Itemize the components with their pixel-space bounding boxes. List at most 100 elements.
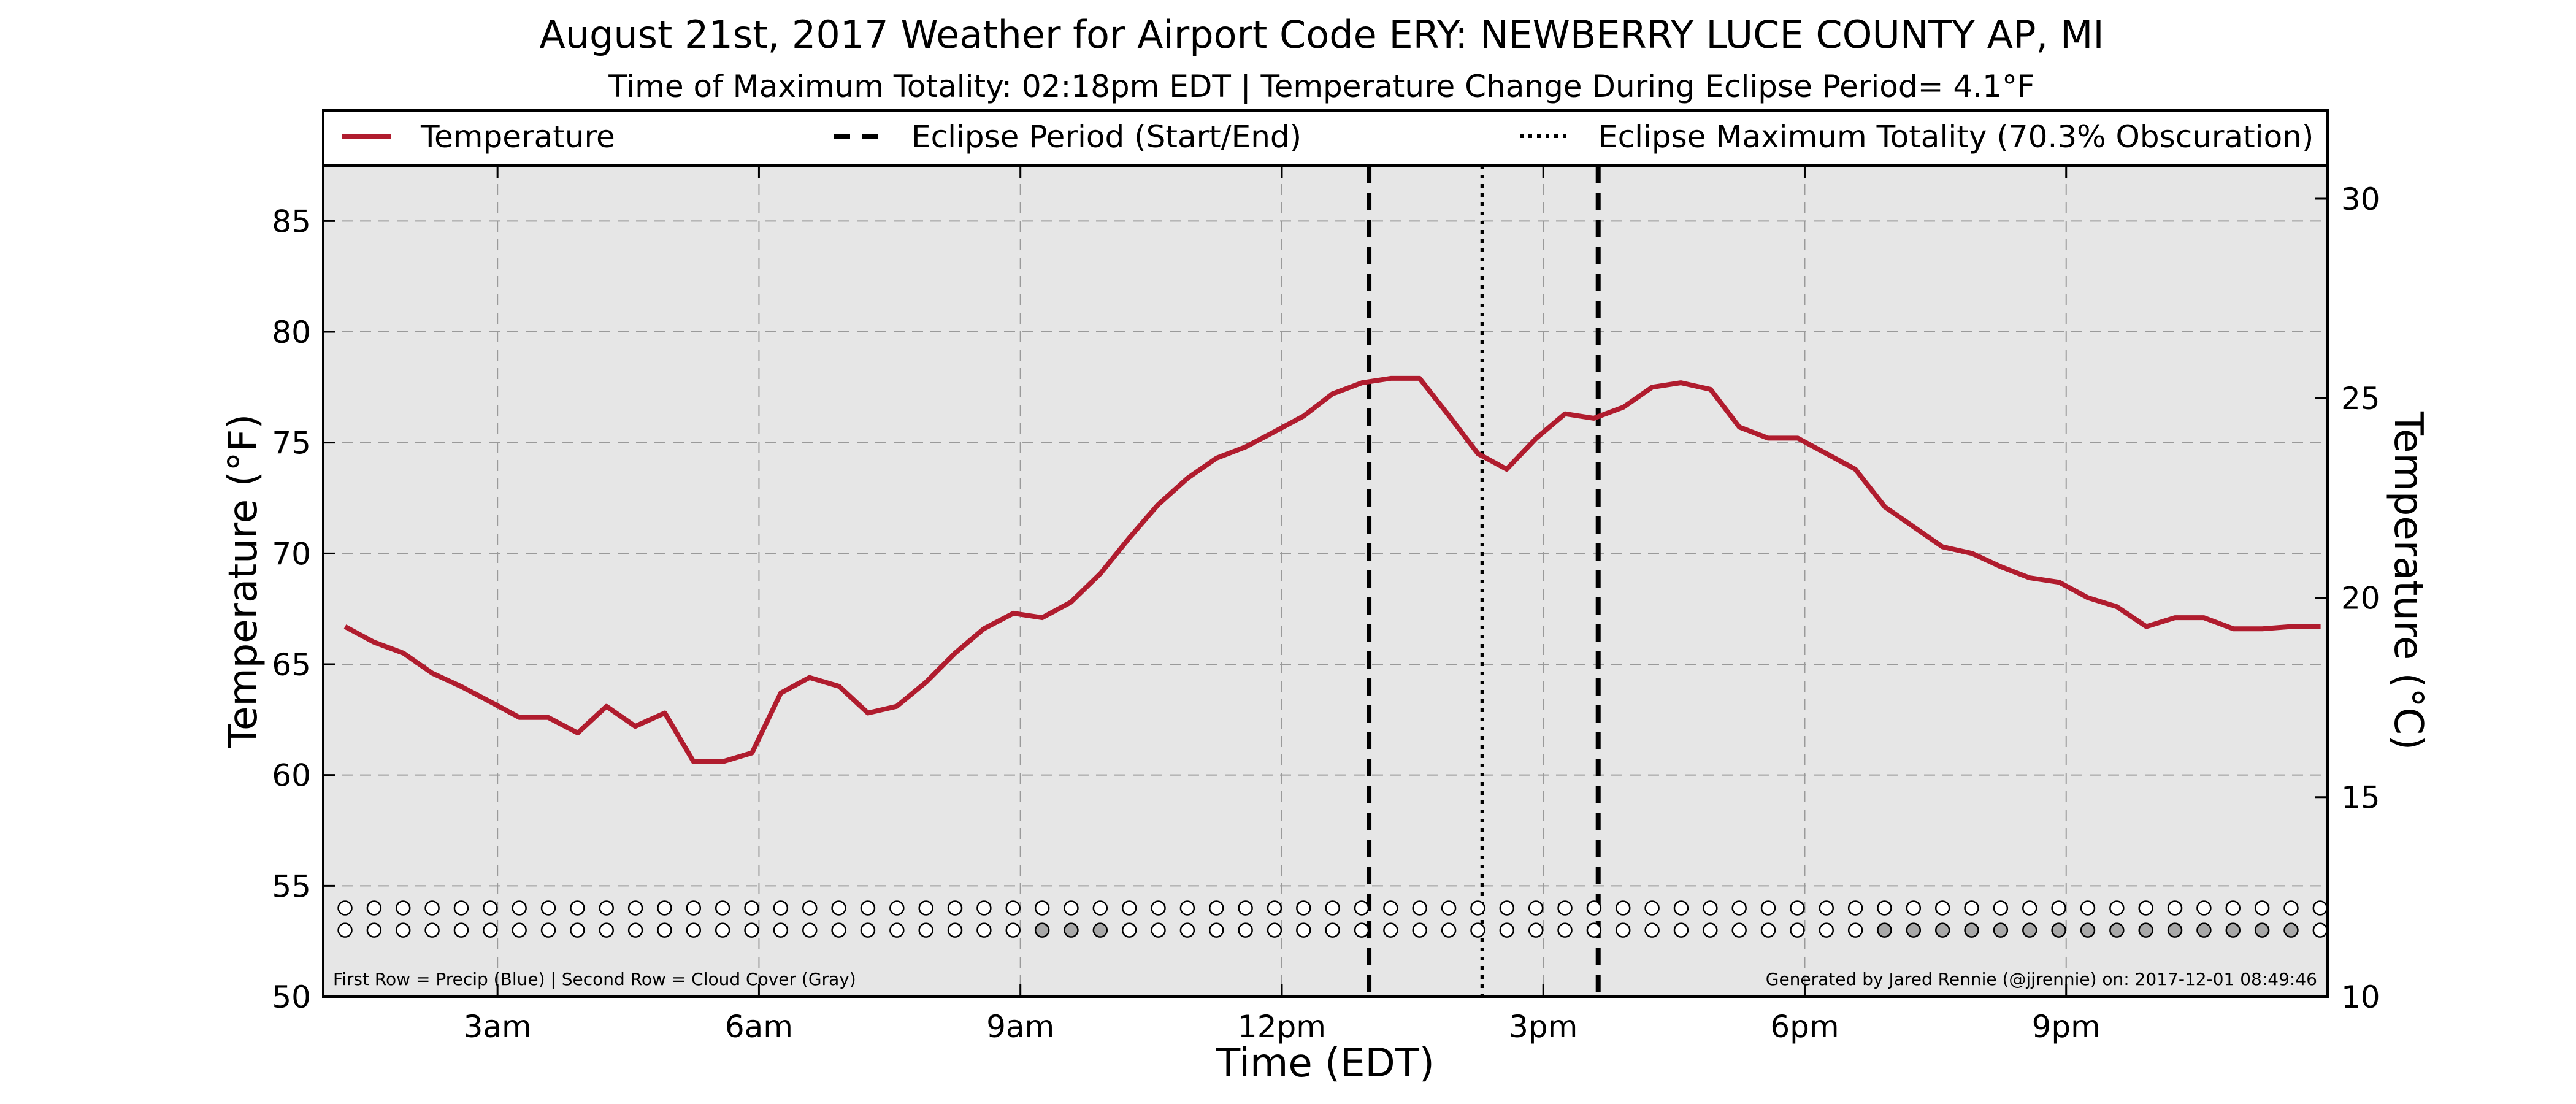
precip-marker [2138,900,2153,916]
footnote-left: First Row = Precip (Blue) | Second Row =… [333,969,856,989]
y-tick-label-left: 65 [272,647,311,683]
cloud-cover-marker [1092,922,1108,938]
precip-marker [2312,900,2328,916]
cloud-cover-marker [686,922,702,938]
precip-marker [773,900,789,916]
precip-marker [1325,900,1340,916]
cloud-cover-marker [831,922,846,938]
precip-marker [1877,900,1892,916]
y-tick-label-left: 75 [272,426,311,461]
cloud-cover-marker [1034,922,1050,938]
precip-marker [1064,900,1079,916]
cloud-cover-marker [715,922,730,938]
precip-marker [2283,900,2299,916]
cloud-cover-marker [1616,922,1631,938]
cloud-cover-marker [1383,922,1398,938]
precip-marker [1703,900,1718,916]
precip-marker [1557,900,1573,916]
precip-marker [831,900,846,916]
precip-marker [1616,900,1631,916]
precip-marker [657,900,672,916]
precip-marker [2051,900,2066,916]
cloud-cover-marker [1412,922,1428,938]
precip-marker [483,900,498,916]
cloud-cover-marker [2051,922,2066,938]
y-axis-label-left: Temperature (°F) [221,414,266,749]
precip-cloud-markers [337,900,2328,938]
cloud-cover-marker [1731,922,1747,938]
precip-marker [1092,900,1108,916]
precip-marker [1993,900,2009,916]
chart-subtitle: Time of Maximum Totality: 02:18pm EDT | … [608,69,2034,104]
y-axis-label-right: Temperature (°C) [2385,411,2431,750]
cloud-cover-marker [1644,922,1660,938]
cloud-cover-marker [1993,922,2009,938]
precip-marker [1441,900,1457,916]
x-tick-label: 3pm [1509,1009,1577,1045]
cloud-cover-marker [366,922,382,938]
plot-area [323,166,2328,997]
precip-marker [512,900,527,916]
precip-marker [1412,900,1428,916]
cloud-cover-marker [570,922,585,938]
y-tick-label-left: 80 [272,315,311,350]
cloud-cover-marker [337,922,353,938]
precip-marker [686,900,702,916]
cloud-cover-marker [2196,922,2212,938]
precip-marker [2254,900,2270,916]
chart-title: August 21st, 2017 Weather for Airport Co… [539,12,2104,57]
plot-frame [322,164,2329,998]
y-tick-label-left: 55 [272,868,311,904]
precip-marker [337,900,353,916]
precip-marker [1005,900,1021,916]
cloud-cover-marker [1499,922,1515,938]
cloud-cover-marker [2225,922,2241,938]
eclipse-lines [1367,166,1601,997]
cloud-cover-marker [1586,922,1602,938]
legend-eclipse-period-label: Eclipse Period (Start/End) [911,119,1301,155]
precip-marker [1964,900,1979,916]
cloud-cover-marker [773,922,789,938]
cloud-cover-marker [2022,922,2037,938]
cloud-cover-marker [2138,922,2153,938]
cloud-cover-marker [599,922,614,938]
y-tick-label-left: 70 [272,536,311,572]
cloud-cover-marker [918,922,933,938]
precip-marker [744,900,759,916]
precip-marker [1470,900,1485,916]
precip-marker [1121,900,1137,916]
precip-marker [1354,900,1370,916]
cloud-cover-marker [889,922,905,938]
cloud-cover-marker [2283,922,2299,938]
precip-marker [947,900,963,916]
y-tick-label-left: 60 [272,758,311,794]
cloud-cover-marker [947,922,963,938]
cloud-cover-marker [1208,922,1224,938]
legend-temperature-label: Temperature [420,119,615,155]
axis-ticks: 3am 6am 9am 12pm 3pm 6pm 9pm 50 55 60 65 70 75 80 85 10… [272,166,2380,1045]
cloud-cover-marker [540,922,556,938]
cloud-cover-marker [2080,922,2096,938]
precip-marker [2080,900,2096,916]
precip-marker [715,900,730,916]
cloud-cover-marker [2254,922,2270,938]
precip-marker [1819,900,1834,916]
cloud-cover-marker [1847,922,1863,938]
precip-marker [1179,900,1195,916]
precip-marker [1847,900,1863,916]
cloud-cover-marker [1151,922,1166,938]
precip-marker [2109,900,2125,916]
precip-marker [1238,900,1253,916]
cloud-cover-marker [1354,922,1370,938]
temperature-series [343,375,2321,764]
precip-marker [918,900,933,916]
cloud-cover-marker [1179,922,1195,938]
cloud-cover-marker [1790,922,1805,938]
cloud-cover-marker [860,922,876,938]
precip-marker [1528,900,1544,916]
footnote-right: Generated by Jared Rennie (@jjrennie) on… [1766,969,2317,989]
precip-marker [1267,900,1282,916]
precip-marker [2225,900,2241,916]
x-tick-label: 12pm [1238,1009,1326,1045]
